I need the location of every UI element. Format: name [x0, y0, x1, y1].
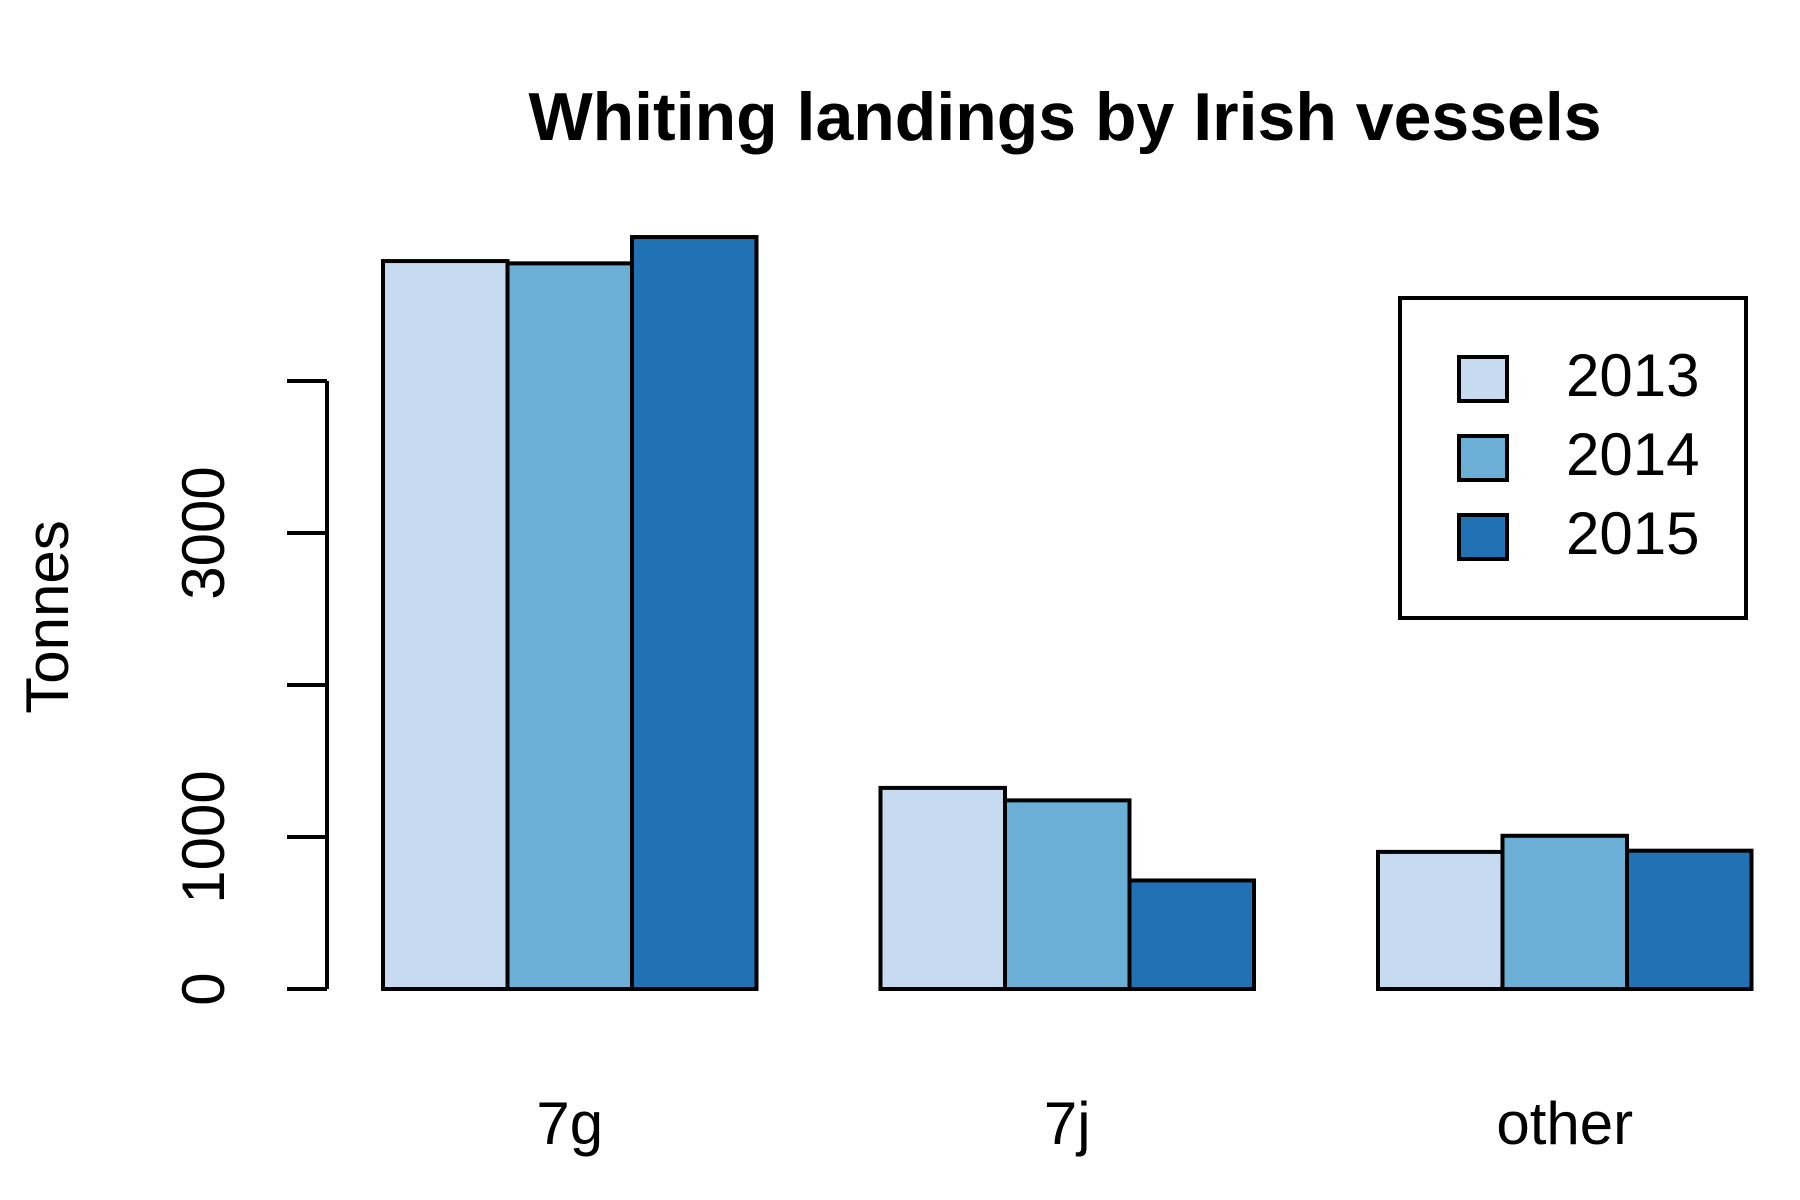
x-tick-label: other: [1496, 1090, 1633, 1157]
y-tick-label: 3000: [170, 466, 237, 599]
y-tick-label: 0: [170, 972, 237, 1005]
x-tick-label: 7g: [536, 1090, 603, 1157]
x-tick-label: 7j: [1044, 1090, 1091, 1157]
legend-swatch: [1457, 434, 1509, 482]
bar: [878, 785, 1007, 991]
bar: [505, 261, 634, 991]
legend-label: 2014: [1566, 421, 1699, 488]
chart-title: Whiting landings by Irish vessels: [528, 79, 1601, 155]
bar: [1500, 833, 1629, 991]
bar: [1625, 848, 1754, 991]
y-axis-label: Tonnes: [14, 520, 81, 713]
legend-label: 2015: [1566, 500, 1699, 567]
y-tick-label: 1000: [170, 770, 237, 903]
legend-swatch: [1457, 513, 1509, 561]
bar: [1003, 798, 1132, 991]
bar: [630, 235, 759, 991]
bar: [1376, 849, 1505, 991]
bar: [1127, 878, 1256, 991]
bar: [381, 259, 510, 991]
legend-label: 2013: [1566, 342, 1699, 409]
legend-swatch: [1457, 355, 1509, 403]
